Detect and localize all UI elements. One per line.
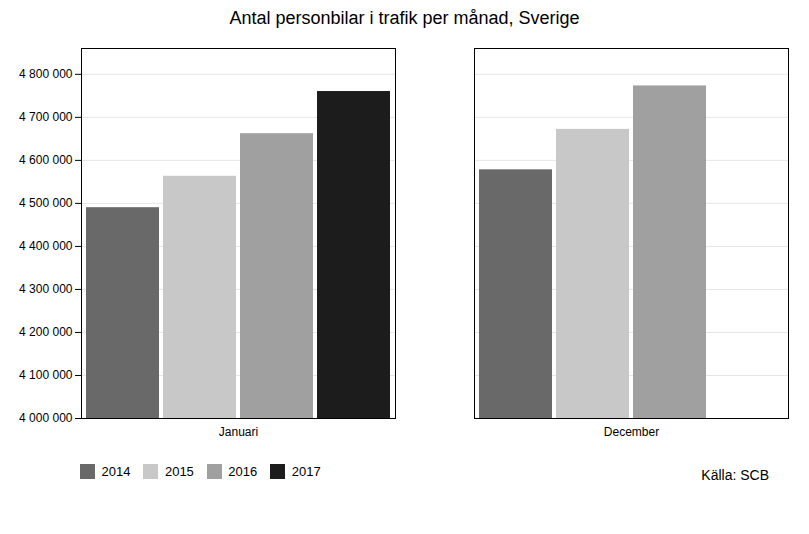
svg-text:4 800 000: 4 800 000 <box>19 67 73 81</box>
svg-text:4 500 000: 4 500 000 <box>19 196 73 210</box>
svg-text:4 400 000: 4 400 000 <box>19 239 73 253</box>
html-text:2017: 2017 <box>291 464 321 479</box>
html-text:Källa: SCB: Källa: SCB <box>701 466 769 483</box>
svg-text:Januari: Januari <box>219 425 258 439</box>
svg-text:4 700 000: 4 700 000 <box>19 110 73 124</box>
html-text:2015: 2015 <box>164 464 194 479</box>
svg-text:4 600 000: 4 600 000 <box>19 153 73 167</box>
html-text:2014: 2014 <box>101 464 131 479</box>
svg-text:4 200 000: 4 200 000 <box>19 325 73 339</box>
svg-text:4 000 000: 4 000 000 <box>19 411 73 425</box>
svg-text:December: December <box>604 425 659 439</box>
html-text:2016: 2016 <box>228 464 258 479</box>
svg-text:4 100 000: 4 100 000 <box>19 368 73 382</box>
svg-text:4 300 000: 4 300 000 <box>19 282 73 296</box>
html-text:Antal personbilar i trafik per: Antal personbilar i trafik per månad, Sv… <box>229 8 580 28</box>
